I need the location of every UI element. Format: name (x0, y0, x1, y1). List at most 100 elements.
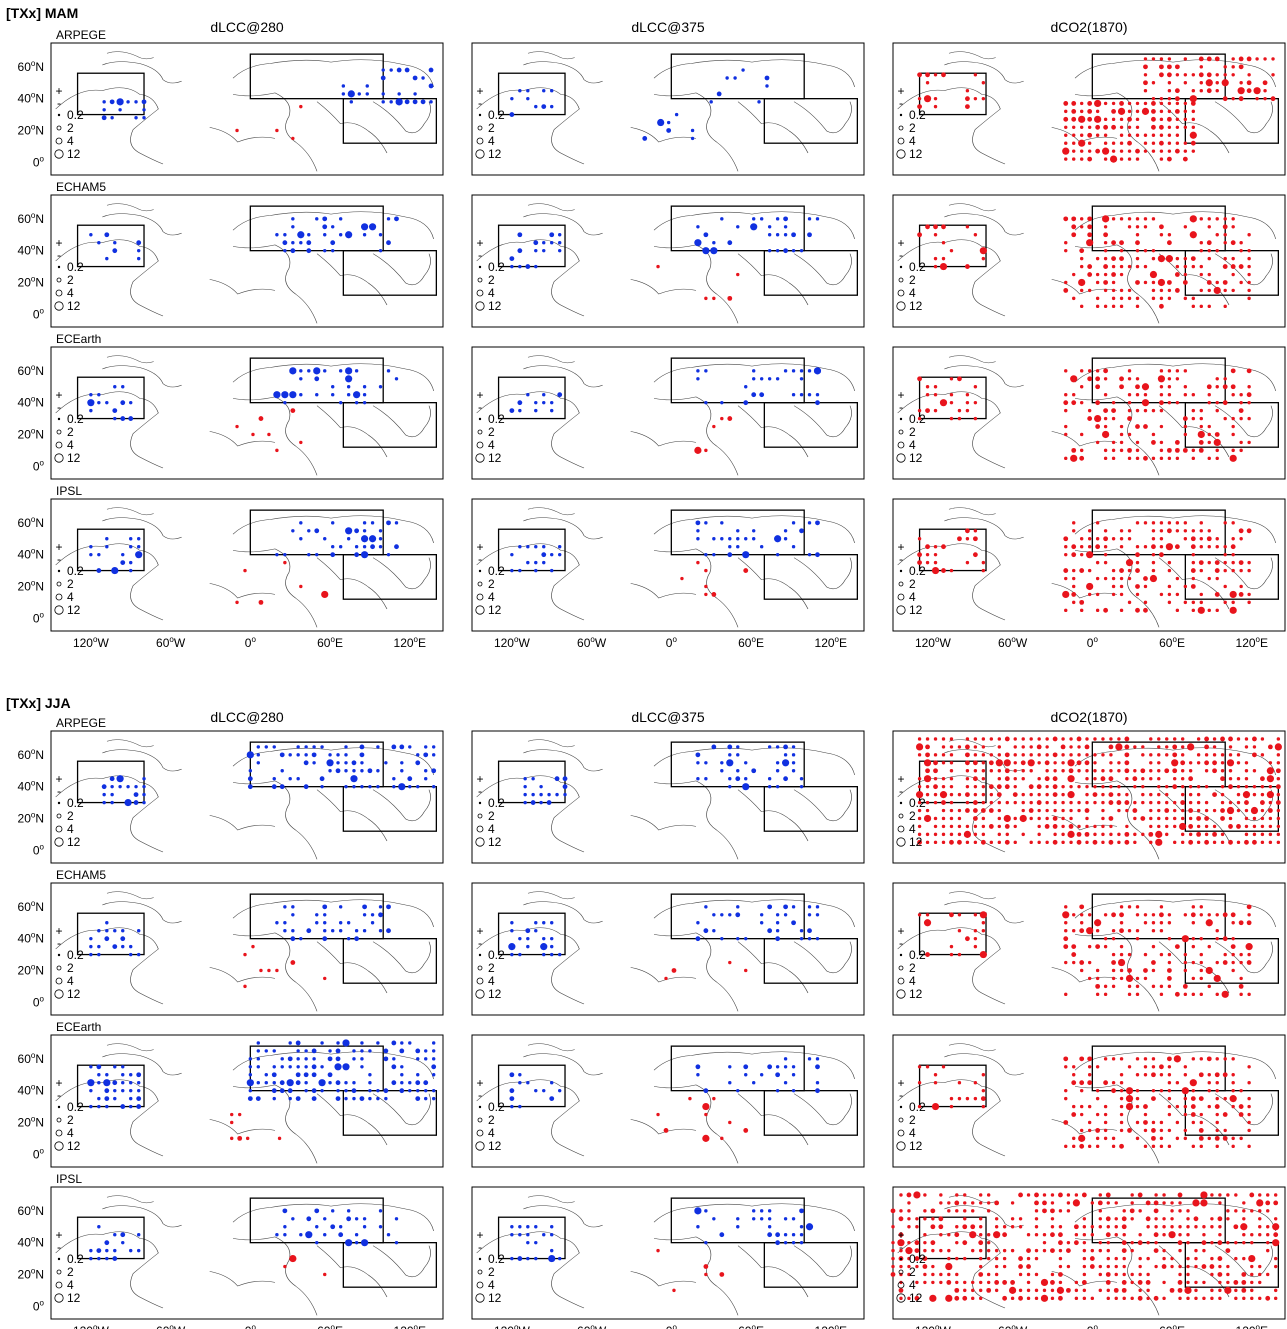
positive-dot (1209, 1264, 1215, 1269)
legend-size-marker (56, 277, 62, 283)
positive-dot (1072, 960, 1076, 965)
negative-dot (727, 552, 733, 558)
positive-dot (1159, 529, 1164, 533)
legend-size-label: 12 (67, 1139, 81, 1153)
negative-dot (129, 537, 133, 541)
negative-dot (807, 232, 812, 238)
legend-size-label: 4 (488, 438, 495, 452)
positive-dot (1093, 777, 1097, 781)
positive-dot (1247, 73, 1251, 77)
positive-dot (917, 72, 922, 78)
negative-dot (807, 217, 812, 221)
positive-dot (1157, 800, 1161, 805)
positive-dot (1180, 808, 1185, 813)
positive-dot (917, 416, 922, 421)
legend-size-label: 2 (909, 809, 916, 823)
positive-dot (1228, 736, 1233, 742)
legend-size-label: 4 (909, 1278, 916, 1292)
positive-dot (1149, 816, 1153, 821)
negative-dot (104, 1096, 110, 1102)
negative-dot (105, 1104, 109, 1109)
negative-dot (510, 552, 514, 557)
negative-dot (345, 1239, 353, 1247)
positive-dot (1165, 737, 1169, 741)
positive-dot (1002, 1232, 1008, 1238)
positive-dot (1089, 1264, 1095, 1269)
positive-dot (1206, 280, 1212, 285)
positive-dot (1172, 744, 1178, 750)
positive-dot (702, 1102, 710, 1111)
positive-dot (1170, 1209, 1174, 1213)
positive-dot (1133, 832, 1137, 837)
positive-dot (981, 1104, 986, 1109)
positive-dot (1074, 1233, 1079, 1237)
positive-dot (1167, 89, 1172, 93)
positive-dot (1181, 935, 1189, 943)
positive-dot (1072, 600, 1076, 605)
positive-dot (1217, 1256, 1223, 1261)
negative-dot (256, 761, 260, 765)
positive-dot (1053, 832, 1057, 837)
positive-dot (1138, 1256, 1142, 1261)
positive-dot (1149, 753, 1153, 757)
positive-dot (981, 81, 986, 85)
positive-dot (915, 1280, 919, 1285)
positive-dot (1190, 101, 1196, 106)
positive-dot (1159, 552, 1164, 558)
legend-size-label: 0.2 (488, 412, 505, 426)
negative-dot (775, 552, 780, 557)
positive-dot (1095, 983, 1101, 989)
positive-dot (1095, 280, 1100, 285)
positive-dot (1101, 753, 1105, 757)
positive-dot (1135, 225, 1140, 229)
positive-dot (1079, 264, 1084, 269)
negative-dot (386, 369, 391, 373)
legend-minus: - (57, 1240, 61, 1254)
positive-dot (1087, 1104, 1092, 1109)
positive-dot (1111, 141, 1116, 145)
positive-dot (1087, 1120, 1092, 1125)
positive-dot (1151, 57, 1156, 61)
legend-size-label: 12 (67, 835, 81, 849)
negative-dot (549, 232, 555, 238)
negative-dot (315, 217, 319, 221)
positive-dot (1276, 792, 1281, 797)
negative-dot (272, 745, 276, 749)
positive-dot (1159, 157, 1164, 161)
negative-dot (696, 761, 700, 765)
negative-dot (736, 769, 740, 773)
positive-dot (1119, 304, 1124, 309)
positive-dot (1250, 1272, 1254, 1277)
positive-dot (1223, 584, 1227, 589)
positive-dot (1064, 141, 1068, 145)
positive-dot (1103, 424, 1108, 429)
positive-dot (1063, 216, 1069, 222)
positive-dot (1106, 1201, 1110, 1205)
positive-dot (1197, 606, 1205, 614)
positive-dot (1102, 147, 1110, 155)
positive-dot (994, 1280, 1000, 1285)
negative-dot (428, 83, 434, 89)
negative-dot (291, 529, 295, 533)
positive-dot (973, 529, 978, 533)
positive-dot (1004, 736, 1010, 742)
positive-dot (963, 830, 972, 838)
negative-dot (510, 929, 514, 933)
positive-dot (1124, 831, 1130, 837)
negative-dot (291, 905, 295, 909)
negative-dot (133, 792, 139, 798)
negative-dot (322, 216, 328, 222)
positive-dot (1093, 761, 1097, 765)
positive-dot (1215, 89, 1219, 93)
positive-dot (1115, 743, 1123, 751)
positive-dot (1166, 116, 1172, 122)
positive-dot (1058, 1248, 1063, 1253)
positive-dot (1258, 1272, 1262, 1277)
negative-dot (550, 1081, 554, 1085)
positive-dot (917, 839, 922, 845)
legend-size-marker (896, 605, 906, 615)
positive-dot (1236, 800, 1241, 805)
positive-dot (1094, 99, 1102, 108)
positive-dot (1220, 840, 1225, 845)
positive-dot (1116, 800, 1122, 805)
